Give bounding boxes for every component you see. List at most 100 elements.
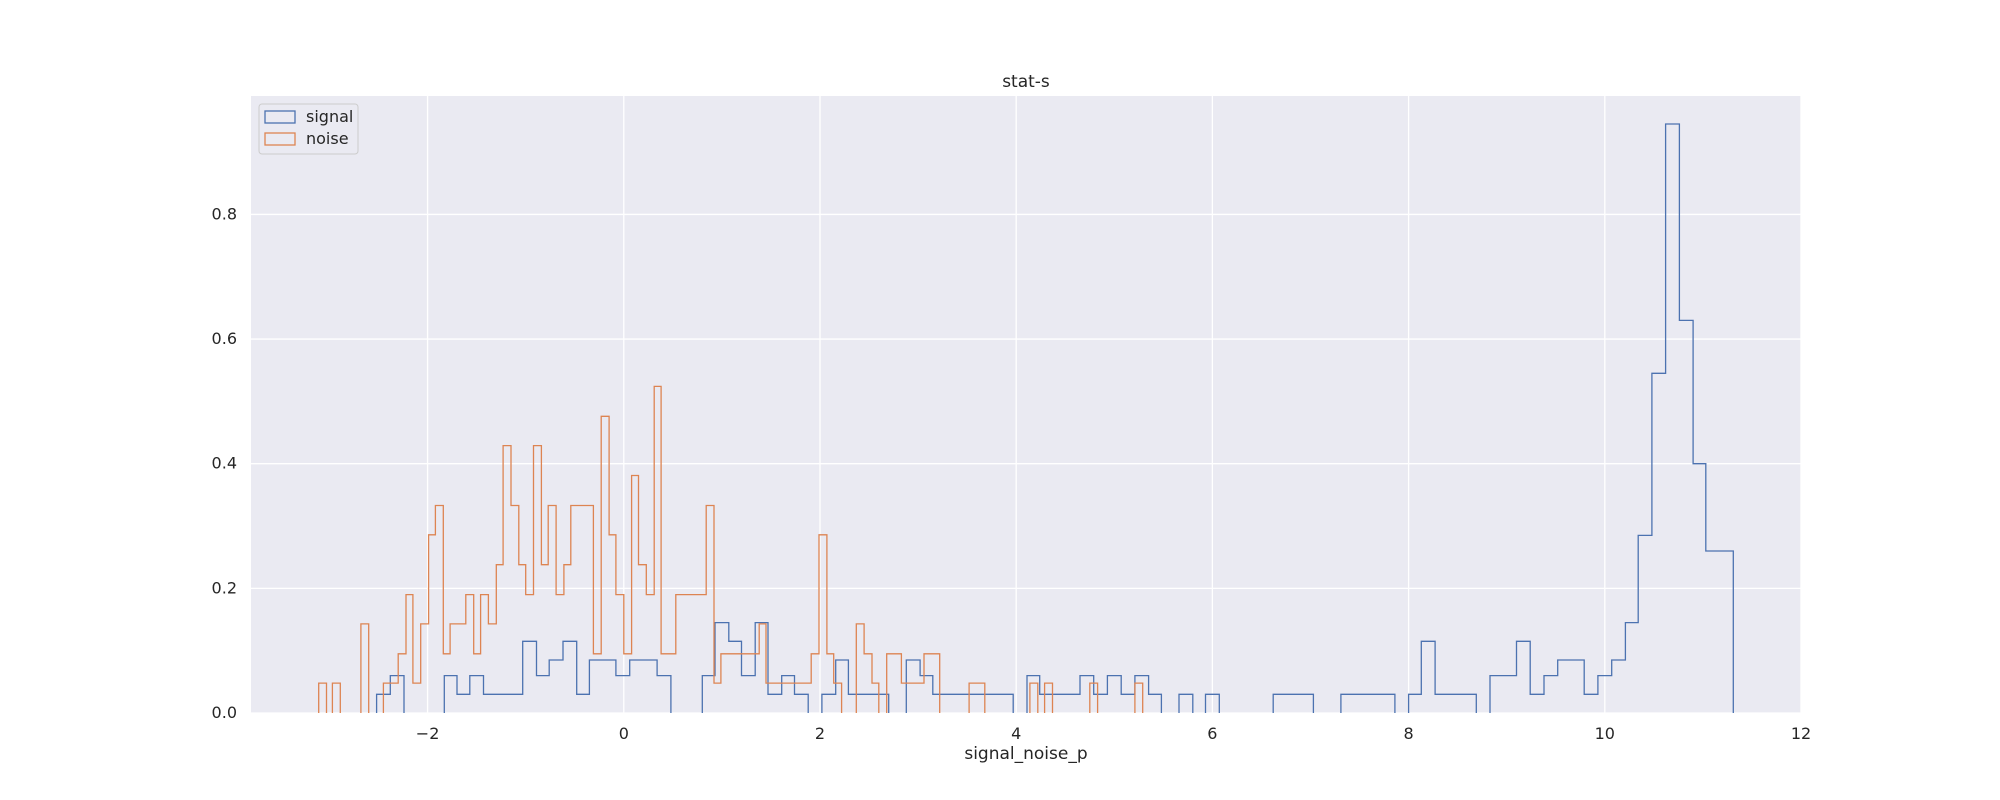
histogram-bin bbox=[1421, 641, 1435, 713]
x-axis-label: signal_noise_p bbox=[964, 744, 1087, 764]
x-tick-label: −2 bbox=[416, 724, 440, 743]
histogram-bin bbox=[1107, 676, 1121, 713]
histogram-bin bbox=[1179, 694, 1193, 713]
histogram-bin bbox=[714, 683, 721, 713]
legend-label-signal: signal bbox=[306, 107, 353, 126]
histogram-bin bbox=[887, 654, 895, 713]
histogram-bin bbox=[721, 654, 729, 713]
histogram-bin bbox=[872, 683, 879, 713]
histogram-bin bbox=[909, 683, 917, 713]
histogram-bin bbox=[458, 624, 466, 713]
chart-title: stat-s bbox=[1002, 72, 1050, 92]
histogram-bin bbox=[413, 683, 421, 713]
x-tick-labels: −2 0 2 4 6 8 10 12 bbox=[416, 724, 1811, 743]
histogram-bin bbox=[548, 506, 556, 714]
histogram-bin bbox=[571, 506, 579, 714]
histogram-bin bbox=[1638, 535, 1652, 713]
histogram-bin bbox=[511, 506, 519, 714]
histogram-bin bbox=[766, 683, 774, 713]
histogram-bin bbox=[654, 386, 661, 713]
histogram-bin bbox=[503, 446, 511, 713]
histogram-bin bbox=[519, 565, 526, 713]
histogram-bin bbox=[593, 654, 601, 713]
histogram-bin bbox=[917, 683, 924, 713]
histogram-bin bbox=[1652, 373, 1666, 713]
histogram-bin bbox=[1121, 694, 1135, 713]
histogram-bin bbox=[616, 595, 624, 713]
histogram-bin bbox=[706, 506, 714, 714]
histogram-bin bbox=[361, 624, 369, 713]
histogram-bin bbox=[1625, 623, 1638, 713]
x-tick-label: 6 bbox=[1207, 724, 1217, 743]
histogram-bin bbox=[1679, 320, 1693, 713]
histogram-bin bbox=[834, 683, 842, 713]
histogram-bin bbox=[639, 565, 647, 713]
histogram-bin bbox=[466, 595, 474, 713]
series-signal bbox=[375, 123, 1734, 713]
histogram-bin bbox=[987, 694, 1000, 713]
histogram-bin bbox=[737, 654, 744, 713]
histogram-bin bbox=[1666, 124, 1680, 713]
series-step-line bbox=[375, 123, 1734, 713]
grid-lines bbox=[251, 96, 1802, 714]
y-tick-label: 0.0 bbox=[212, 703, 237, 722]
histogram-bin bbox=[556, 595, 564, 713]
histogram-bin bbox=[744, 654, 752, 713]
histogram-bin bbox=[669, 654, 676, 713]
histogram-bin bbox=[1517, 641, 1531, 713]
histogram-bin bbox=[1341, 694, 1395, 713]
histogram-bin bbox=[526, 595, 534, 713]
histogram-bin bbox=[1090, 683, 1098, 713]
y-tick-label: 0.2 bbox=[212, 578, 237, 597]
histogram-bin bbox=[819, 535, 827, 713]
histogram-bin bbox=[1206, 694, 1220, 713]
y-tick-label: 0.6 bbox=[212, 329, 237, 348]
histogram-bin bbox=[496, 565, 503, 713]
histogram-bin bbox=[1490, 676, 1517, 713]
histogram-bin bbox=[1612, 660, 1626, 713]
histogram-bin bbox=[751, 654, 759, 713]
histogram-bin bbox=[782, 683, 789, 713]
plot-background bbox=[251, 96, 1801, 713]
histogram-bin bbox=[564, 565, 571, 713]
histogram-bin bbox=[796, 683, 804, 713]
histogram-bin bbox=[541, 565, 548, 713]
histogram-bin bbox=[729, 654, 737, 713]
legend-box bbox=[258, 103, 359, 155]
histogram-bin bbox=[1054, 694, 1068, 713]
histogram-bin bbox=[804, 683, 811, 713]
histogram-bin bbox=[1706, 551, 1734, 713]
histogram-bin bbox=[398, 654, 406, 713]
y-tick-label: 0.4 bbox=[212, 454, 237, 473]
histogram-bin bbox=[969, 683, 977, 713]
histogram-bin bbox=[864, 654, 872, 713]
y-tick-label: 0.8 bbox=[212, 204, 237, 223]
x-tick-label: 8 bbox=[1404, 724, 1414, 743]
x-tick-label: 2 bbox=[815, 724, 825, 743]
legend-swatch-signal bbox=[264, 110, 296, 124]
x-tick-label: 12 bbox=[1791, 724, 1811, 743]
histogram-bin bbox=[1030, 683, 1038, 713]
histogram-bin bbox=[774, 683, 782, 713]
legend: signal noise bbox=[258, 103, 359, 155]
y-tick-labels: 0.0 0.2 0.4 0.6 0.8 bbox=[212, 204, 237, 722]
histogram-bin bbox=[856, 624, 864, 713]
histogram-bin bbox=[1149, 694, 1162, 713]
histogram-bin bbox=[601, 416, 609, 713]
histogram-bin bbox=[1558, 660, 1585, 713]
histogram-bin bbox=[609, 535, 616, 713]
histogram-bin bbox=[1067, 694, 1080, 713]
legend-label-noise: noise bbox=[306, 129, 349, 148]
histogram-bin bbox=[646, 595, 654, 713]
histogram-bin bbox=[332, 683, 340, 713]
histogram-bin bbox=[474, 654, 481, 713]
histogram-bin bbox=[1135, 683, 1143, 713]
histogram-bin bbox=[1409, 694, 1422, 713]
series-layer bbox=[318, 123, 1734, 714]
histogram-bin bbox=[661, 654, 669, 713]
histogram-bin bbox=[895, 654, 902, 713]
histogram-bin bbox=[1693, 464, 1706, 713]
x-tick-label: 10 bbox=[1595, 724, 1615, 743]
histogram-bin bbox=[1598, 676, 1612, 713]
histogram-bin bbox=[488, 624, 496, 713]
